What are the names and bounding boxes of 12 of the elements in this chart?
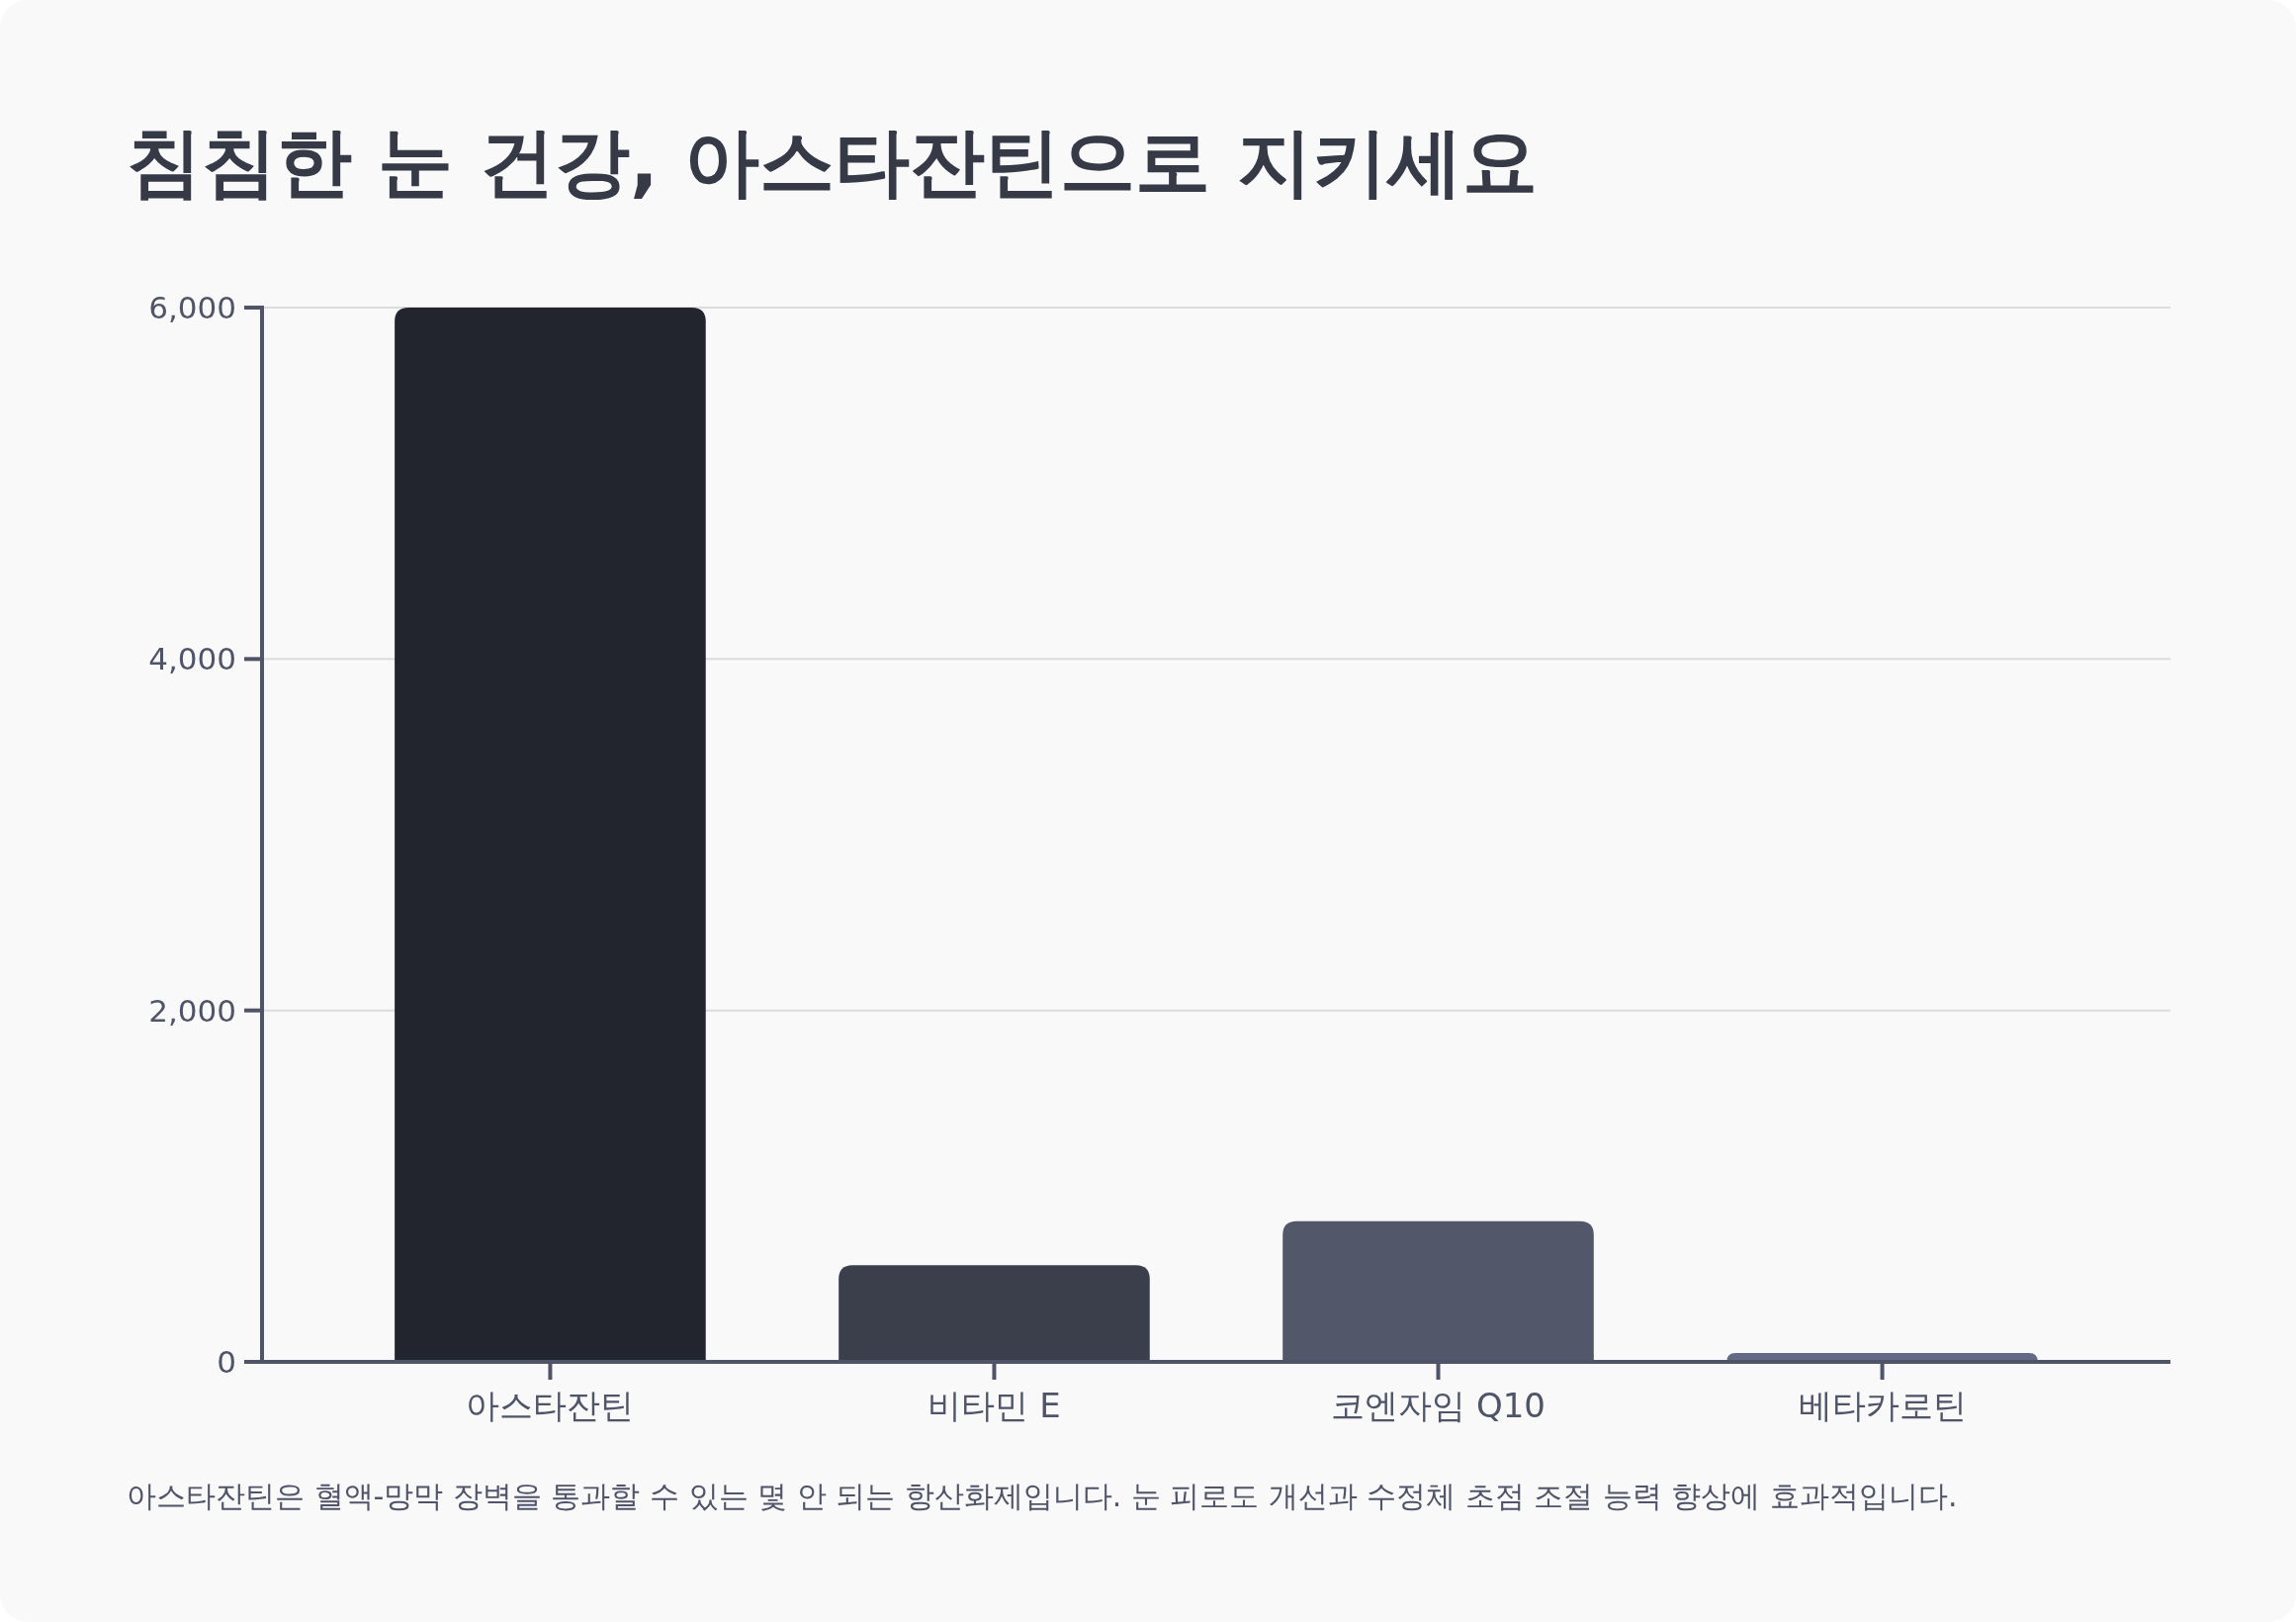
bar bbox=[395, 308, 706, 1362]
y-tick-label: 4,000 bbox=[148, 641, 236, 677]
x-tick-label: 베타카로틴 bbox=[1798, 1386, 1967, 1425]
x-tick-label: 아스타잔틴 bbox=[466, 1386, 635, 1425]
chart-title: 침침한 눈 건강, 아스타잔틴으로 지키세요 bbox=[127, 118, 1538, 206]
x-tick-label: 코엔자임 Q10 bbox=[1331, 1386, 1545, 1425]
text: 아스타잔틴은 혈액-망막 장벽을 통과할 수 있는 몇 안 되는 항산화제입니다. 눈 피로도 개선과 수정체 초점 조절 능력 향상에 효과적입니다. bbox=[127, 1479, 1958, 1513]
y-tick-label: 6,000 bbox=[148, 290, 236, 325]
x-tick-label: 비타민 E bbox=[927, 1386, 1061, 1425]
y-tick-label: 2,000 bbox=[148, 992, 236, 1029]
bar bbox=[839, 1265, 1150, 1362]
y-tick-label: 0 bbox=[217, 1344, 236, 1380]
